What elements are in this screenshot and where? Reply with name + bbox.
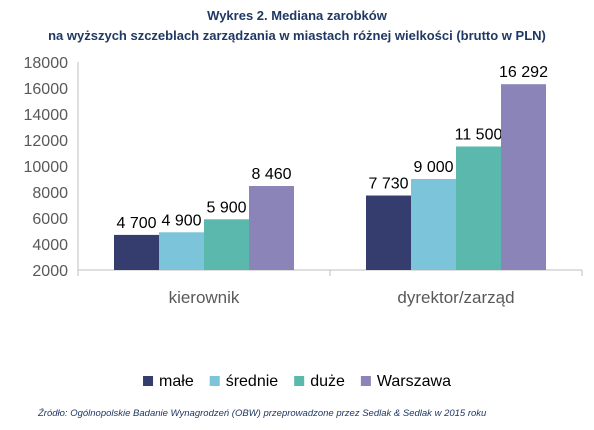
- data-label: 7 730: [368, 176, 408, 193]
- legend-label: Warszawa: [377, 373, 451, 390]
- data-label: 11 500: [455, 127, 503, 144]
- legend-swatch: [294, 376, 305, 386]
- bar-duże-kierownik: [204, 219, 249, 270]
- chart-title-line-2: na wyższych szczeblach zarządzania w mia…: [48, 28, 546, 43]
- data-label: 8 460: [251, 166, 291, 183]
- y-tick-label: 12000: [24, 133, 69, 150]
- y-tick-label: 18000: [24, 55, 69, 72]
- data-label: 4 700: [116, 215, 156, 232]
- legend-label: średnie: [226, 373, 279, 390]
- y-tick-label: 16000: [24, 81, 69, 98]
- y-tick-label: 6000: [32, 211, 68, 228]
- y-tick-label: 8000: [32, 185, 68, 202]
- bar-warszawa-kierownik: [249, 186, 294, 270]
- data-label: 16 292: [499, 64, 548, 81]
- y-tick-label: 10000: [24, 159, 69, 176]
- x-category-label: kierownik: [169, 288, 240, 307]
- data-label: 5 900: [206, 199, 246, 216]
- legend-swatch: [209, 376, 220, 386]
- legend-swatch: [360, 376, 371, 386]
- chart-title-line-1: Wykres 2. Mediana zarobków: [207, 8, 387, 23]
- bar-małe-kierownik: [114, 234, 159, 270]
- bar-duże-dyrektor-zarząd: [456, 146, 501, 270]
- legend-label: małe: [159, 373, 194, 390]
- legend-swatch: [143, 376, 154, 386]
- data-label: 9 000: [413, 159, 453, 176]
- y-tick-label: 14000: [24, 107, 69, 124]
- bar-średnie-kierownik: [159, 232, 204, 270]
- y-tick-label: 4000: [32, 237, 68, 254]
- bar-warszawa-dyrektor-zarząd: [501, 84, 546, 270]
- bar-małe-dyrektor-zarząd: [366, 195, 411, 270]
- x-category-label: dyrektor/zarząd: [397, 288, 514, 307]
- bar-średnie-dyrektor-zarząd: [411, 179, 456, 270]
- source-note: Źródło: Ogólnopolskie Badanie Wynagrodze…: [38, 408, 487, 419]
- legend-label: duże: [310, 373, 345, 390]
- data-label: 4 900: [161, 212, 201, 229]
- y-tick-label: 2000: [32, 263, 68, 280]
